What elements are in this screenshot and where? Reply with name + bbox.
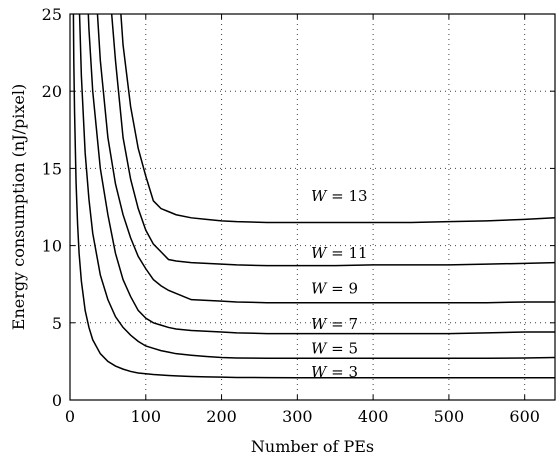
y-axis-ticks: 0 5 10 15 20 25 bbox=[42, 5, 555, 410]
y-axis-title: Energy consumption (nJ/pixel) bbox=[9, 84, 28, 330]
x-tick-label: 400 bbox=[358, 407, 389, 426]
series-label-2: W = 7 bbox=[311, 315, 358, 333]
x-tick-label: 0 bbox=[65, 407, 75, 426]
y-tick-label: 0 bbox=[52, 391, 62, 410]
x-tick-label: 300 bbox=[282, 407, 313, 426]
x-axis-ticks: 0 100 200 300 400 500 600 bbox=[65, 14, 540, 426]
grid-lines bbox=[70, 14, 555, 400]
y-tick-label: 5 bbox=[52, 314, 62, 333]
x-tick-label: 200 bbox=[206, 407, 237, 426]
series-line-1 bbox=[78, 14, 555, 360]
x-axis-title: Number of PEs bbox=[251, 437, 374, 456]
series-lines bbox=[72, 14, 555, 379]
x-tick-label: 500 bbox=[434, 407, 465, 426]
series-label-5: W = 13 bbox=[311, 187, 368, 205]
series-line-3 bbox=[96, 14, 555, 304]
y-tick-label: 10 bbox=[42, 237, 62, 256]
series-line-5 bbox=[120, 14, 555, 224]
y-tick-label: 25 bbox=[42, 5, 62, 24]
series-line-2 bbox=[87, 14, 555, 335]
series-label-4: W = 11 bbox=[311, 244, 368, 262]
plot-frame bbox=[69, 13, 556, 401]
x-tick-label: 600 bbox=[509, 407, 540, 426]
series-label-1: W = 5 bbox=[311, 340, 358, 358]
series-labels: W = 3 W = 5 W = 7 W = 9 W = 11 W = 13 bbox=[311, 187, 368, 381]
series-label-3: W = 9 bbox=[311, 279, 358, 297]
series-label-0: W = 3 bbox=[311, 363, 358, 381]
series-line-0 bbox=[72, 14, 555, 379]
x-tick-label: 100 bbox=[131, 407, 162, 426]
series-line-4 bbox=[110, 14, 555, 267]
y-tick-label: 20 bbox=[42, 82, 62, 101]
y-tick-label: 15 bbox=[42, 159, 62, 178]
